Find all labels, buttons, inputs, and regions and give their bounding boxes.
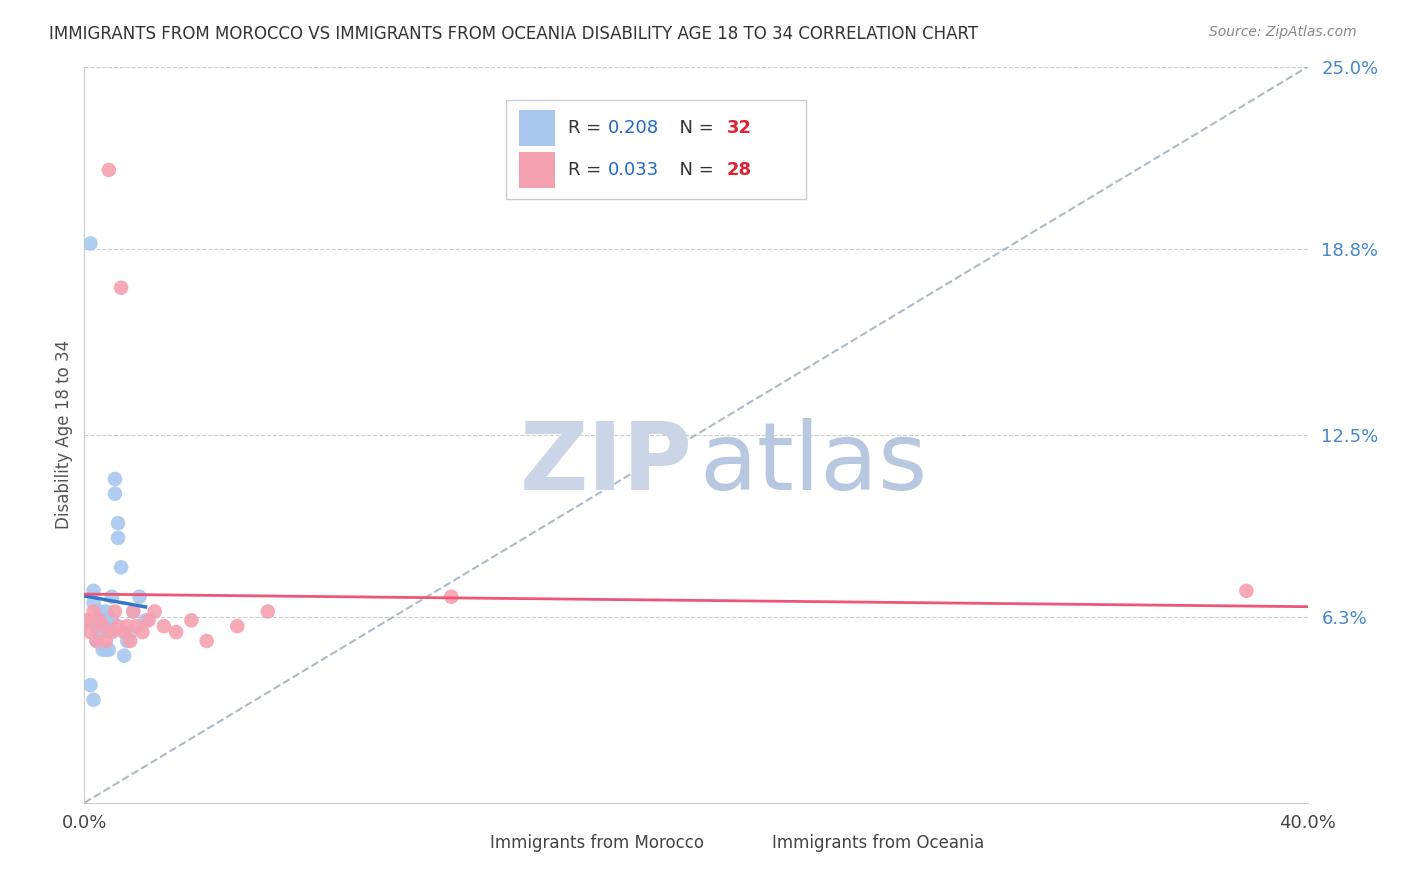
- Point: [104, 472, 127, 486]
- Point: [135, 613, 157, 627]
- Point: [138, 613, 160, 627]
- Point: [89, 613, 111, 627]
- Text: 0.033: 0.033: [607, 161, 659, 179]
- FancyBboxPatch shape: [519, 153, 555, 187]
- Point: [83, 692, 105, 706]
- Point: [101, 613, 124, 627]
- Point: [104, 605, 127, 619]
- Point: [91, 625, 114, 640]
- Point: [1236, 583, 1258, 598]
- Point: [165, 625, 187, 640]
- Point: [107, 619, 129, 633]
- Point: [76, 613, 98, 627]
- Point: [115, 619, 138, 633]
- FancyBboxPatch shape: [519, 111, 555, 145]
- Text: 0.208: 0.208: [607, 119, 659, 137]
- Point: [97, 642, 120, 657]
- Text: Source: ZipAtlas.com: Source: ZipAtlas.com: [1209, 25, 1357, 39]
- Point: [94, 633, 117, 648]
- Point: [86, 619, 108, 633]
- Point: [195, 633, 218, 648]
- Point: [110, 281, 132, 295]
- Text: N =: N =: [668, 119, 720, 137]
- Point: [89, 625, 111, 640]
- Point: [86, 633, 108, 648]
- Point: [122, 605, 145, 619]
- Point: [94, 619, 117, 633]
- Point: [97, 625, 120, 640]
- Text: atlas: atlas: [700, 418, 928, 510]
- Point: [120, 625, 142, 640]
- FancyBboxPatch shape: [457, 830, 484, 856]
- Point: [257, 605, 280, 619]
- Point: [107, 531, 129, 545]
- Point: [110, 560, 132, 574]
- Point: [97, 163, 120, 178]
- Point: [79, 236, 101, 251]
- Point: [79, 625, 101, 640]
- Text: IMMIGRANTS FROM MOROCCO VS IMMIGRANTS FROM OCEANIA DISABILITY AGE 18 TO 34 CORRE: IMMIGRANTS FROM MOROCCO VS IMMIGRANTS FR…: [49, 25, 979, 43]
- Point: [440, 590, 463, 604]
- Point: [83, 596, 105, 610]
- Point: [89, 605, 111, 619]
- Point: [226, 619, 249, 633]
- Point: [83, 605, 105, 619]
- FancyBboxPatch shape: [738, 830, 766, 856]
- Point: [120, 633, 142, 648]
- Text: 32: 32: [727, 119, 752, 137]
- Text: R =: R =: [568, 161, 606, 179]
- Text: Immigrants from Oceania: Immigrants from Oceania: [772, 834, 984, 852]
- Point: [112, 625, 135, 640]
- Point: [153, 619, 176, 633]
- Point: [143, 605, 166, 619]
- FancyBboxPatch shape: [506, 100, 806, 200]
- Point: [91, 610, 114, 624]
- Point: [107, 516, 129, 530]
- Point: [97, 610, 120, 624]
- Text: N =: N =: [668, 161, 720, 179]
- Point: [104, 487, 127, 501]
- Point: [76, 613, 98, 627]
- Point: [94, 605, 117, 619]
- Point: [91, 642, 114, 657]
- Point: [101, 625, 124, 640]
- Text: Immigrants from Morocco: Immigrants from Morocco: [491, 834, 704, 852]
- Point: [94, 642, 117, 657]
- Point: [101, 590, 124, 604]
- Text: ZIP: ZIP: [519, 418, 692, 510]
- Point: [122, 605, 145, 619]
- Point: [115, 633, 138, 648]
- Y-axis label: Disability Age 18 to 34: Disability Age 18 to 34: [55, 340, 73, 530]
- Point: [125, 619, 148, 633]
- Point: [91, 619, 114, 633]
- Point: [83, 583, 105, 598]
- Point: [180, 613, 202, 627]
- Point: [128, 590, 150, 604]
- Point: [79, 678, 101, 692]
- Text: 28: 28: [727, 161, 752, 179]
- Point: [131, 625, 153, 640]
- Point: [112, 648, 135, 663]
- Text: R =: R =: [568, 119, 606, 137]
- Point: [86, 633, 108, 648]
